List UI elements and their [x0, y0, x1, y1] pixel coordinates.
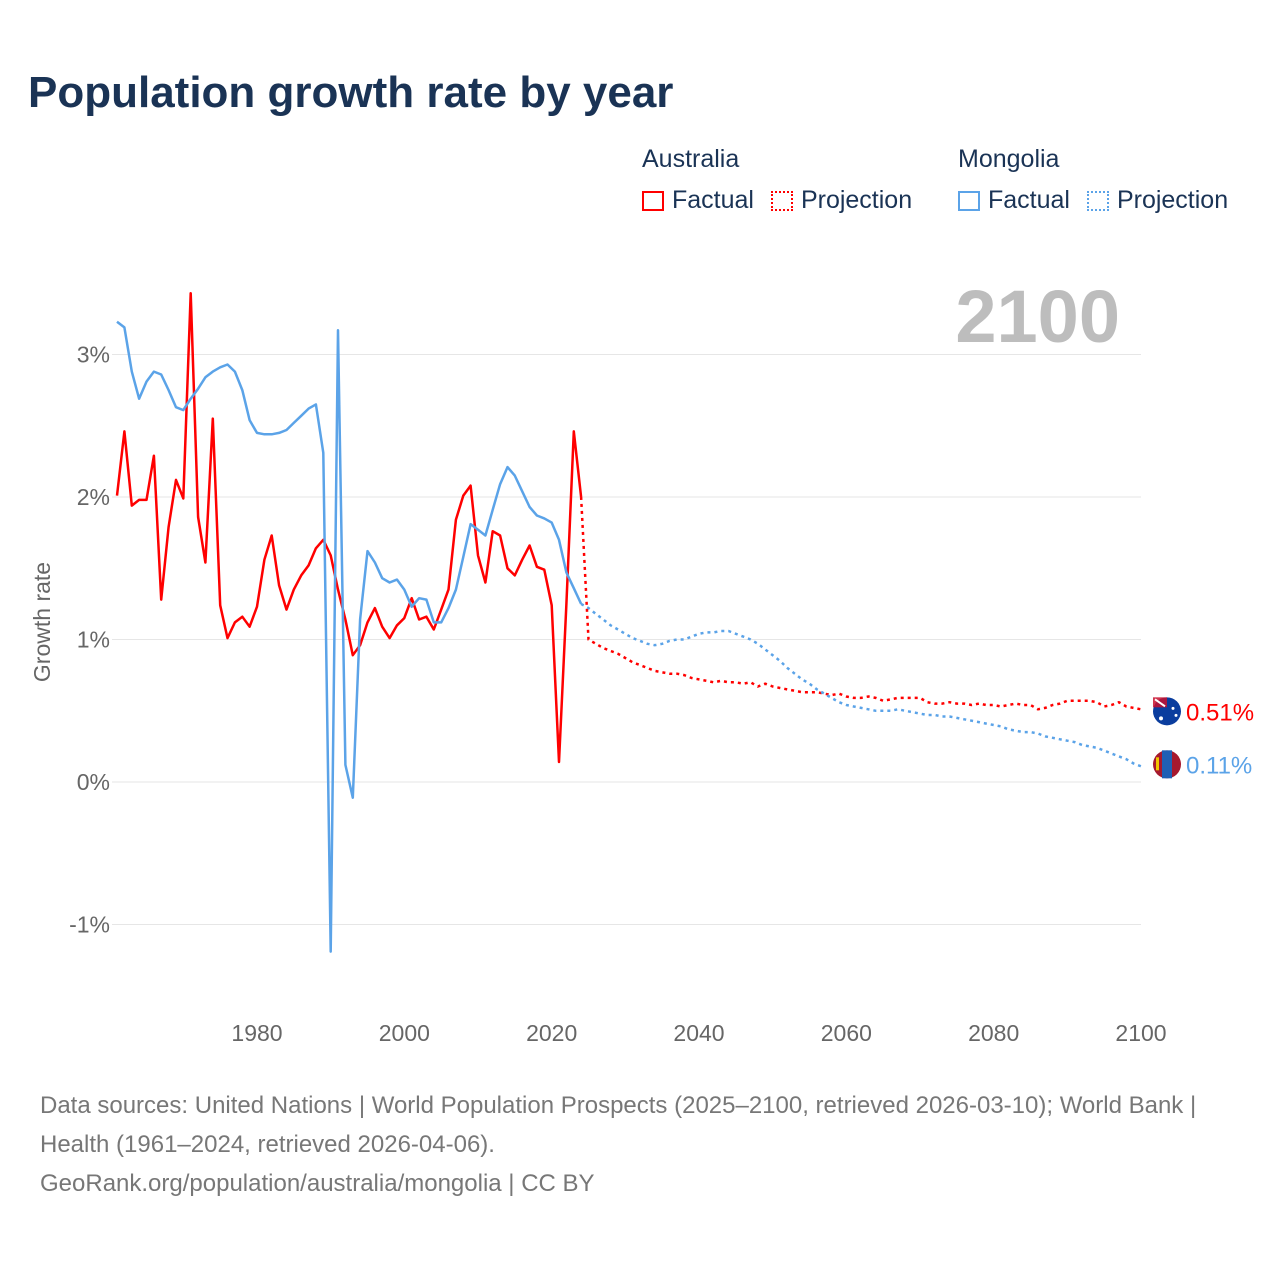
y-tick-label: 2% — [77, 484, 110, 510]
series-mongolia-factual — [116, 320, 583, 953]
line-chart: 3%2%1%0%-1%1980 2000 2020 2040 2060 2080 2100 … — [29, 275, 1254, 1046]
legend-australia-factual[interactable]: Factual — [642, 186, 754, 215]
legend-australia-title: Australia — [642, 145, 740, 173]
legend-label: Factual — [672, 186, 754, 214]
footer: Data sources: United Nations | World Pop… — [40, 1086, 1240, 1203]
series-mongolia-projection — [580, 602, 1142, 768]
year-badge: 2100 — [955, 275, 1120, 358]
x-tick-label: 1980 — [231, 1020, 282, 1046]
legend-label: Projection — [1116, 186, 1229, 214]
y-axis-label: Growth rate — [29, 562, 55, 682]
legend-swatch-dotted — [770, 190, 793, 211]
x-tick-label: 2100 — [1115, 1020, 1166, 1046]
legend-australia-projection[interactable]: Projection — [770, 186, 913, 215]
y-tick-label: 0% — [77, 769, 110, 795]
x-tick-label: 2080 — [968, 1020, 1019, 1046]
legend-mongolia-factual[interactable]: Factual — [958, 186, 1070, 215]
end-label-australia: 0.51% — [1186, 699, 1254, 726]
series-australia-factual — [115, 291, 583, 764]
y-tick-label: -1% — [69, 912, 110, 938]
legend-mongolia-projection[interactable]: Projection — [1086, 186, 1229, 215]
legend-mongolia-title: Mongolia — [958, 145, 1060, 173]
x-tick-label: 2020 — [526, 1020, 577, 1046]
series-australia-projection — [579, 496, 1142, 711]
data-sources: Data sources: United Nations | World Pop… — [40, 1092, 1197, 1158]
x-tick-label: 2060 — [821, 1020, 872, 1046]
australia-flag-icon — [1153, 697, 1181, 726]
legend-label: Factual — [988, 186, 1070, 214]
legend-mongolia: Mongolia Factual Projection — [958, 145, 1238, 218]
legend-australia: Australia Factual Projection — [642, 145, 922, 218]
mongolia-flag-icon — [1153, 750, 1181, 779]
chart-title: Population growth rate by year — [28, 68, 674, 117]
end-label-mongolia: 0.11% — [1186, 752, 1252, 779]
legend-label: Projection — [800, 186, 913, 214]
x-tick-label: 2000 — [379, 1020, 430, 1046]
legend-swatch-solid — [642, 190, 664, 211]
legend-swatch-solid — [958, 190, 980, 211]
credit-link[interactable]: GeoRank.org/population/australia/mongoli… — [40, 1170, 595, 1197]
y-tick-label: 3% — [77, 342, 110, 368]
x-tick-label: 2040 — [673, 1020, 724, 1046]
y-tick-label: 1% — [77, 627, 110, 653]
legend-swatch-dotted — [1086, 190, 1109, 211]
